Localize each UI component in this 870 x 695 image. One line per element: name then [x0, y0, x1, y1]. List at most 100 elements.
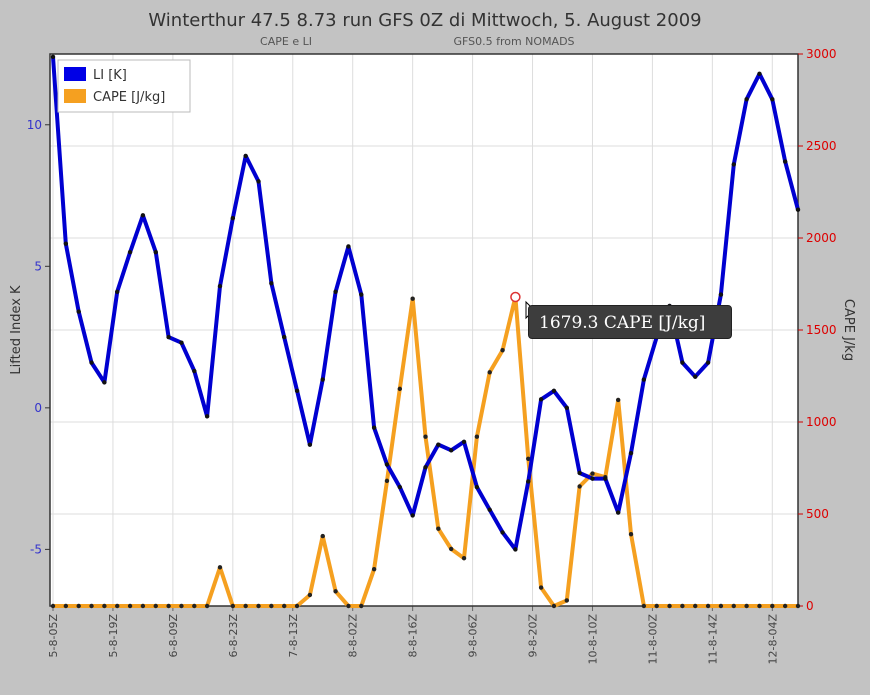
x-tick-label: 11-8-00Z [646, 614, 659, 665]
legend-swatch-cape [64, 89, 86, 103]
li-point [115, 289, 120, 294]
li-point [500, 530, 505, 535]
x-tick-label: 9-8-06Z [467, 614, 480, 658]
cape-point [192, 603, 197, 609]
x-tick-label: 7-8-13Z [287, 614, 300, 658]
li-point [564, 405, 569, 411]
li-point [63, 241, 69, 246]
y-right-tick-label: 2000 [806, 231, 837, 245]
x-tick-label: 8-8-02Z [347, 614, 360, 658]
li-point [294, 388, 300, 394]
cape-point [641, 603, 647, 609]
li-point [423, 465, 428, 470]
li-point [256, 179, 261, 184]
li-point [307, 442, 313, 447]
li-point [384, 462, 390, 467]
li-point [217, 283, 223, 289]
cape-point [243, 603, 248, 609]
li-point [192, 368, 197, 374]
cape-point [577, 484, 582, 489]
cape-point [795, 603, 801, 609]
x-tick-label: 5-8-19Z [107, 614, 120, 658]
cape-point [615, 397, 621, 403]
li-point [770, 97, 775, 102]
cape-point [371, 567, 377, 572]
li-point [628, 450, 634, 456]
li-point [166, 334, 171, 340]
cape-point [140, 603, 146, 609]
cape-point [115, 603, 120, 609]
cape-point [538, 585, 544, 590]
li-point [153, 249, 158, 255]
li-point [269, 281, 274, 286]
y-right-tick-label: 1500 [806, 323, 837, 337]
li-point [204, 414, 210, 419]
li-point [282, 334, 287, 340]
cape-point [76, 603, 81, 609]
cape-point [782, 603, 788, 609]
y-left-tick-label: -5 [30, 542, 42, 556]
cape-point [448, 546, 454, 552]
li-point [320, 377, 325, 382]
li-point [744, 97, 749, 102]
cape-point [63, 603, 69, 609]
cape-point [474, 434, 480, 439]
chart-title: Winterthur 47.5 8.73 run GFS 0Z di Mittw… [148, 10, 701, 31]
li-point [371, 425, 377, 430]
cape-point [410, 296, 415, 301]
li-point [461, 439, 467, 445]
y-right-tick-label: 500 [806, 507, 829, 521]
li-point [526, 479, 531, 484]
li-point [513, 547, 518, 552]
cape-point [770, 603, 775, 609]
cape-point [307, 592, 313, 598]
cape-point [179, 603, 184, 609]
cape-point [204, 603, 210, 609]
x-tick-label: 8-8-16Z [407, 614, 420, 658]
y-left-tick-label: 0 [34, 401, 42, 415]
x-tick-label: 12-8-04Z [766, 614, 779, 665]
li-point [577, 470, 582, 476]
cape-point [127, 603, 133, 609]
li-point [140, 213, 146, 218]
li-point [782, 159, 788, 164]
legend-label-cape[interactable]: CAPE [J/kg] [93, 90, 165, 105]
cape-point [667, 603, 672, 609]
li-point [397, 484, 403, 490]
data-tooltip: 1679.3 CAPE [J/kg] [528, 305, 732, 339]
li-point [603, 476, 608, 481]
cape-point [590, 471, 595, 476]
cape-point [89, 603, 94, 609]
x-tick-label: 6-8-09Z [167, 614, 180, 658]
cape-point [693, 603, 698, 609]
cape-point [718, 603, 724, 609]
legend-swatch-li [64, 67, 86, 81]
li-point [230, 215, 236, 221]
cape-point [526, 456, 531, 461]
legend-label-li[interactable]: LI [K] [93, 68, 127, 83]
li-point [346, 244, 351, 249]
cape-point [153, 603, 158, 609]
cape-point [461, 555, 467, 561]
cape-point [256, 603, 261, 609]
cape-point [744, 603, 749, 609]
li-point [590, 476, 595, 481]
cape-point [680, 603, 685, 609]
cape-point [628, 532, 634, 537]
cape-point [731, 603, 736, 609]
y-right-tick-label: 1000 [806, 415, 837, 429]
cape-point [50, 603, 56, 609]
li-point [718, 292, 724, 297]
li-point [359, 292, 364, 297]
cape-point [757, 603, 762, 609]
x-tick-label: 6-8-23Z [227, 614, 240, 658]
y-left-tick-label: 5 [34, 259, 42, 273]
cape-point [333, 589, 338, 594]
x-tick-label: 5-8-05Z [47, 614, 60, 658]
x-tick-label: 9-8-20Z [527, 614, 540, 658]
x-tick-label: 10-8-10Z [586, 614, 599, 665]
y-axis-label-right: CAPE J/kg [841, 299, 856, 361]
cape-point [436, 526, 441, 531]
li-point [76, 309, 81, 314]
y-axis-label-left: Lifted Index K [9, 285, 24, 375]
